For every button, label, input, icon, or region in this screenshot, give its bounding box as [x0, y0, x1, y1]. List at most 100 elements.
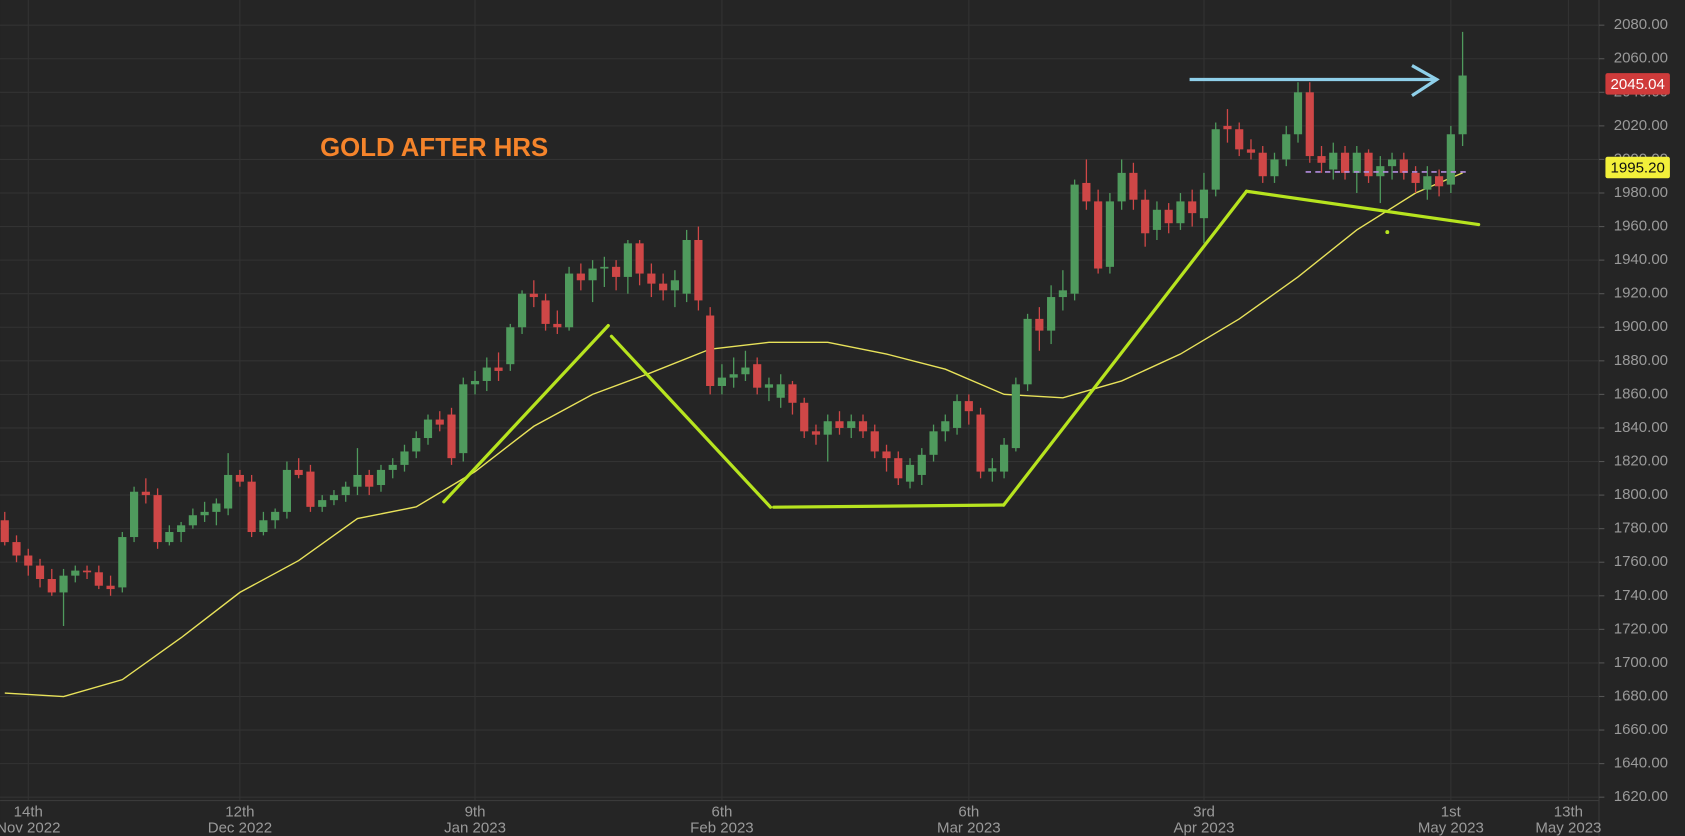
candle-body [917, 454, 926, 475]
trend-line [442, 323, 610, 504]
y-tick-label: 1880.00 [1614, 352, 1668, 369]
candle-body [612, 266, 621, 277]
candle-body [224, 474, 233, 509]
candle-body [329, 495, 339, 501]
candle-body [1235, 129, 1244, 150]
candle-body [153, 495, 162, 543]
candle-body [271, 511, 280, 521]
y-tick-label: 1860.00 [1614, 385, 1668, 402]
candle-body [165, 532, 174, 543]
candle-body [1129, 172, 1138, 200]
y-tick-label: 1740.00 [1614, 587, 1668, 604]
candle-body [741, 367, 750, 375]
candle-body [1000, 444, 1009, 472]
candle-body [35, 565, 45, 580]
candle-body [729, 374, 738, 378]
candle-body [376, 469, 386, 486]
candle-body [635, 243, 644, 274]
candle-body [71, 570, 80, 576]
candle-body [47, 579, 56, 593]
y-tick-label: 1660.00 [1614, 721, 1668, 738]
candle-body [905, 464, 915, 482]
candle-body [1282, 134, 1291, 160]
candle-body [952, 401, 962, 428]
x-tick-sublabel: Jan 2023 [444, 819, 506, 836]
candle-body [529, 293, 538, 298]
candle-body [835, 421, 844, 428]
x-tick-label: 6th [958, 803, 979, 820]
candle-body [12, 542, 21, 556]
x-tick-label: 9th [465, 803, 486, 820]
candle-body [1188, 201, 1197, 214]
candle-body [447, 414, 456, 459]
candle-body [282, 469, 292, 512]
candle-body [318, 500, 327, 507]
candle-body [129, 491, 139, 538]
candle-body [1423, 176, 1432, 190]
candle-body [1270, 159, 1279, 177]
candle-body [306, 471, 315, 507]
candle-body [259, 520, 268, 533]
y-tick-label: 1720.00 [1614, 620, 1668, 637]
candle-body [1058, 290, 1067, 298]
y-tick-label: 1700.00 [1614, 654, 1668, 671]
y-tick-label: 1940.00 [1614, 251, 1668, 268]
candle-body [858, 421, 868, 432]
candle-body [941, 421, 950, 432]
candle-body [870, 431, 879, 452]
y-tick-label: 1620.00 [1614, 788, 1668, 805]
candle-body [1411, 172, 1420, 183]
y-tick-label: 1800.00 [1614, 486, 1668, 503]
price-label-box [1605, 156, 1670, 179]
x-tick-sublabel: Mar 2023 [937, 819, 1001, 836]
candle-body [177, 525, 186, 533]
candle-body [1082, 182, 1091, 202]
price-label-box [1605, 73, 1670, 95]
candle-body [247, 481, 256, 533]
candle-body [600, 266, 609, 269]
candle-body [988, 468, 997, 472]
candle-body [576, 273, 585, 281]
candle-body [694, 239, 703, 301]
drawings [442, 64, 1481, 509]
y-tick-label: 1920.00 [1614, 285, 1668, 302]
y-tick-label: 1780.00 [1614, 520, 1668, 537]
candle-body [118, 537, 127, 588]
trend-line [1244, 189, 1481, 227]
candle-body [788, 384, 797, 403]
candle-body [1305, 92, 1314, 157]
y-tick-label: 1680.00 [1614, 687, 1668, 704]
candle-body [1352, 152, 1361, 173]
x-tick-sublabel: Dec 2022 [208, 819, 272, 836]
candle-body [976, 414, 985, 472]
candle-body [964, 401, 973, 412]
candle-body [1223, 125, 1232, 130]
candle-body [753, 364, 762, 388]
candle-body [1329, 152, 1338, 170]
candle-body [811, 431, 821, 435]
candle-body [1340, 152, 1350, 173]
candle-body [553, 323, 562, 328]
candle-body [200, 511, 209, 516]
candle-body [623, 243, 632, 277]
candle-body [235, 474, 244, 482]
candle-body [1094, 201, 1103, 269]
candle-body [588, 268, 597, 281]
candle-body [365, 474, 374, 487]
candle-body [1458, 75, 1467, 135]
candle-body [1152, 209, 1162, 230]
moving-average-line [4, 172, 1463, 698]
candle-body [482, 367, 491, 381]
y-tick-label: 1840.00 [1614, 419, 1668, 436]
y-tick-label: 2020.00 [1614, 117, 1668, 134]
candle-body [388, 464, 397, 470]
candle-body [682, 239, 691, 294]
candle-body [1258, 152, 1267, 177]
moving-average [4, 172, 1463, 698]
y-tick-label: 1980.00 [1614, 184, 1668, 201]
y-tick-label: 1960.00 [1614, 218, 1668, 235]
x-tick-label: 12th [225, 803, 254, 820]
candle-body [717, 377, 727, 387]
candle-body [1317, 156, 1326, 163]
